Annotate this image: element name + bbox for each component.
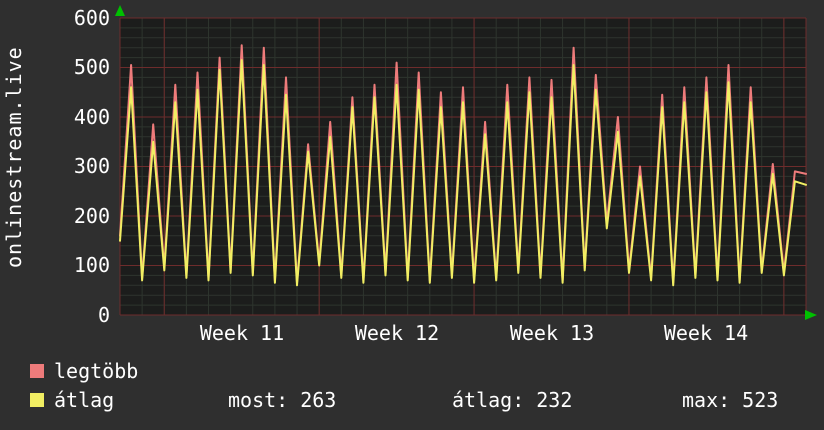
y-tick-label: 300 [73,154,110,178]
stat-most-value: 263 [300,388,337,412]
legend-swatch-legtobb [30,364,44,378]
stat-max-label: max: [682,388,731,412]
y-tick-label: 100 [73,253,110,277]
y-tick-label: 0 [97,303,110,327]
x-tick-label-week13: Week 13 [509,321,595,345]
y-tick-label: 500 [73,55,110,79]
x-tick-label-week14: Week 14 [663,321,749,345]
legend-row-legtobb: legtöbb [30,359,139,383]
legend-label-legtobb: legtöbb [54,359,139,383]
x-tick-label-week11: Week 11 [199,321,285,345]
stat-atlag: átlag: 232 [452,388,573,412]
y-tick-label: 600 [73,6,110,30]
stat-atlag-label: átlag: [452,388,525,412]
y-axis-arrow-icon [115,5,125,16]
series-lines [119,44,807,287]
stat-most: most: 263 [228,388,337,412]
stat-max-value: 523 [742,388,779,412]
x-tick-label-week12: Week 12 [354,321,440,345]
x-axis-arrow-icon [805,310,817,320]
stat-most-label: most: [228,388,289,412]
legend-swatch-atlag [30,393,44,407]
y-tick-label: 200 [73,204,110,228]
legend-row-atlag: átlag [30,388,115,412]
stat-atlag-value: 232 [536,388,573,412]
series-line-átlag [119,59,807,287]
y-tick-label: 400 [73,105,110,129]
stat-max: max: 523 [682,388,779,412]
legend-label-atlag: átlag [54,388,115,412]
